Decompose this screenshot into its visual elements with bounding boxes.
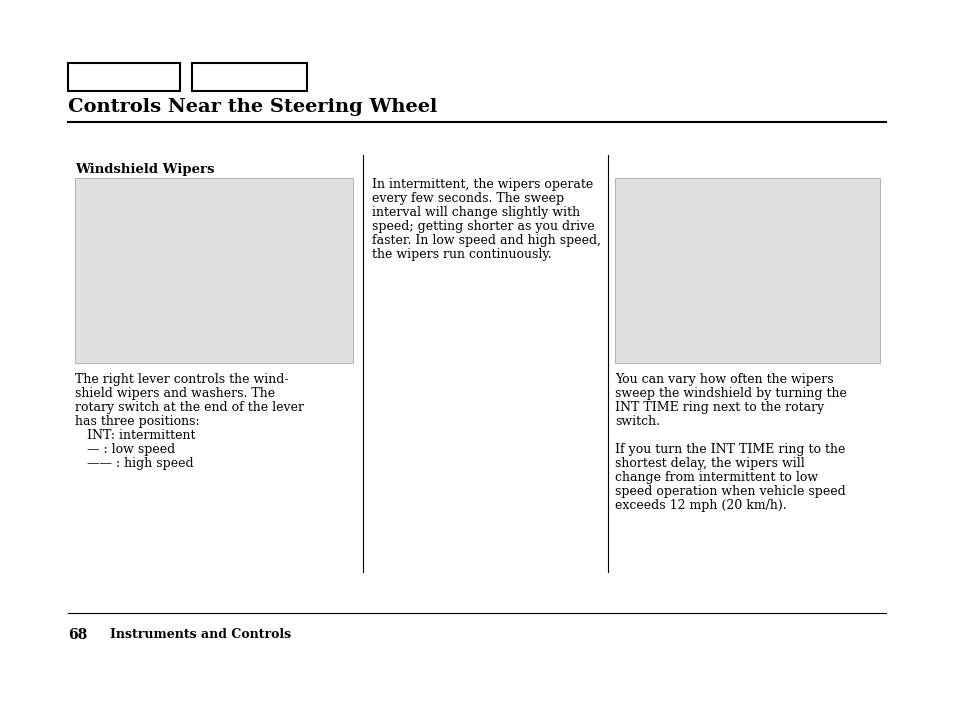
Text: the wipers run continuously.: the wipers run continuously. (372, 248, 551, 261)
Text: —— : high speed: —— : high speed (75, 457, 193, 470)
Text: The right lever controls the wind-: The right lever controls the wind- (75, 373, 288, 386)
Text: Controls Near the Steering Wheel: Controls Near the Steering Wheel (68, 98, 436, 116)
Text: INT: intermittent: INT: intermittent (75, 429, 195, 442)
Text: You can vary how often the wipers: You can vary how often the wipers (615, 373, 833, 386)
Text: If you turn the INT TIME ring to the: If you turn the INT TIME ring to the (615, 443, 844, 456)
Text: rotary switch at the end of the lever: rotary switch at the end of the lever (75, 401, 304, 414)
Text: shield wipers and washers. The: shield wipers and washers. The (75, 387, 274, 400)
Bar (192, 63, 307, 91)
Text: interval will change slightly with: interval will change slightly with (372, 206, 579, 219)
Text: change from intermittent to low: change from intermittent to low (615, 471, 818, 484)
Text: 68: 68 (68, 628, 87, 642)
Text: every few seconds. The sweep: every few seconds. The sweep (372, 192, 563, 205)
Text: switch.: switch. (615, 415, 659, 428)
Text: shortest delay, the wipers will: shortest delay, the wipers will (615, 457, 804, 470)
Text: exceeds 12 mph (20 km/h).: exceeds 12 mph (20 km/h). (615, 499, 786, 512)
Text: faster. In low speed and high speed,: faster. In low speed and high speed, (372, 234, 600, 247)
Text: Instruments and Controls: Instruments and Controls (110, 628, 291, 641)
Text: Windshield Wipers: Windshield Wipers (75, 163, 214, 176)
Text: In intermittent, the wipers operate: In intermittent, the wipers operate (372, 178, 593, 191)
Bar (68, 63, 180, 91)
Text: — : low speed: — : low speed (75, 443, 175, 456)
Bar (75, 178, 353, 363)
Bar (615, 178, 879, 363)
Text: speed; getting shorter as you drive: speed; getting shorter as you drive (372, 220, 594, 233)
Text: sweep the windshield by turning the: sweep the windshield by turning the (615, 387, 846, 400)
Text: speed operation when vehicle speed: speed operation when vehicle speed (615, 485, 845, 498)
Text: INT TIME ring next to the rotary: INT TIME ring next to the rotary (615, 401, 823, 414)
Text: has three positions:: has three positions: (75, 415, 199, 428)
